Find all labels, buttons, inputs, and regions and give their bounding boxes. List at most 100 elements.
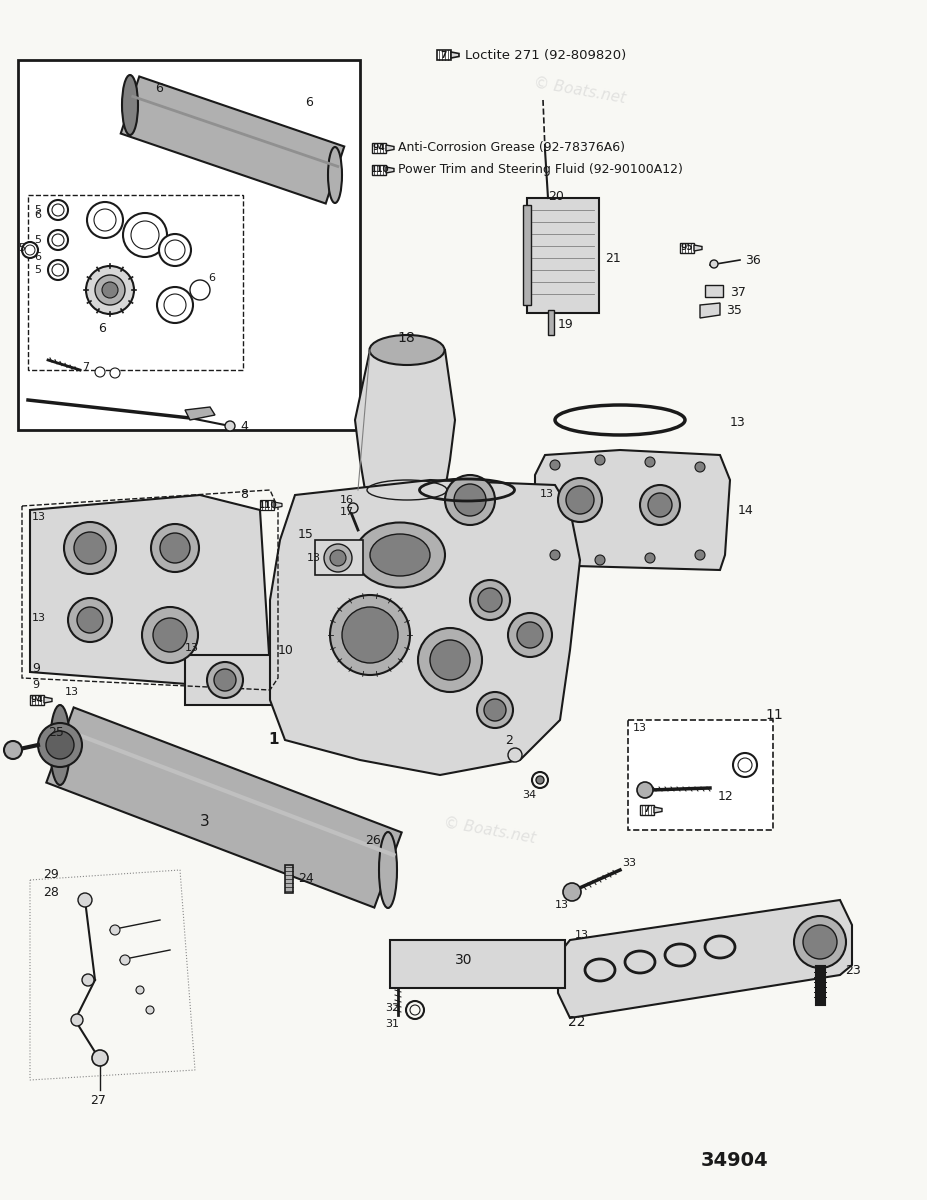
Circle shape	[157, 287, 193, 323]
Polygon shape	[44, 697, 52, 703]
Text: 110: 110	[370, 166, 388, 174]
Text: 30: 30	[455, 953, 473, 967]
Text: 25: 25	[48, 726, 64, 738]
Circle shape	[648, 493, 672, 517]
Bar	[437, 50, 451, 60]
Text: © Boats.net: © Boats.net	[118, 384, 212, 415]
Text: 12: 12	[718, 791, 734, 804]
Circle shape	[64, 522, 116, 574]
Text: 5: 5	[34, 205, 41, 215]
Circle shape	[470, 580, 510, 620]
Text: 9: 9	[32, 680, 39, 690]
Circle shape	[566, 486, 594, 514]
Circle shape	[142, 607, 198, 662]
Text: 19: 19	[558, 318, 574, 331]
Text: 17: 17	[340, 506, 354, 517]
Bar	[28, 194, 243, 370]
Bar	[372, 143, 386, 152]
Circle shape	[110, 925, 120, 935]
Ellipse shape	[370, 534, 430, 576]
Bar	[390, 940, 565, 988]
Bar	[527, 198, 599, 313]
Polygon shape	[451, 52, 459, 58]
Ellipse shape	[370, 335, 445, 365]
Text: 13: 13	[730, 416, 745, 430]
Polygon shape	[694, 245, 702, 251]
Circle shape	[95, 367, 105, 377]
Text: 9: 9	[32, 661, 40, 674]
Circle shape	[159, 234, 191, 266]
Text: 36: 36	[745, 254, 761, 268]
Text: 7: 7	[441, 50, 447, 60]
Text: 2: 2	[505, 733, 513, 746]
Circle shape	[87, 202, 123, 238]
Text: 37: 37	[730, 286, 746, 299]
Bar	[628, 720, 773, 830]
Ellipse shape	[355, 522, 445, 588]
Text: 94: 94	[373, 144, 386, 152]
Circle shape	[563, 883, 581, 901]
Text: 95: 95	[680, 244, 693, 252]
Text: 32: 32	[385, 1003, 400, 1013]
Polygon shape	[343, 490, 465, 510]
Circle shape	[330, 550, 346, 566]
Polygon shape	[386, 167, 394, 173]
Text: 13: 13	[32, 512, 46, 522]
Circle shape	[123, 214, 167, 257]
Circle shape	[550, 460, 560, 470]
Circle shape	[48, 200, 68, 220]
Text: 13: 13	[307, 553, 321, 563]
Ellipse shape	[122, 74, 138, 134]
Circle shape	[558, 478, 602, 522]
Bar	[30, 695, 44, 704]
Bar	[185, 655, 295, 704]
Text: 34: 34	[522, 790, 536, 800]
Ellipse shape	[50, 704, 70, 785]
Circle shape	[92, 1050, 108, 1066]
Text: 7: 7	[82, 362, 89, 372]
Polygon shape	[270, 480, 580, 775]
Text: © Boats.net: © Boats.net	[118, 624, 212, 655]
Circle shape	[348, 503, 358, 514]
Circle shape	[120, 955, 130, 965]
Text: 13: 13	[540, 490, 554, 499]
Polygon shape	[46, 708, 401, 907]
Circle shape	[4, 740, 22, 758]
Circle shape	[637, 782, 653, 798]
Text: 13: 13	[185, 643, 199, 653]
Polygon shape	[185, 407, 215, 420]
Text: © Boats.net: © Boats.net	[533, 74, 628, 106]
Text: 20: 20	[548, 190, 564, 203]
Bar	[18, 60, 360, 430]
Text: 5: 5	[18, 242, 25, 253]
Circle shape	[454, 484, 486, 516]
Bar	[705, 284, 723, 296]
Circle shape	[160, 533, 190, 563]
Circle shape	[146, 1006, 154, 1014]
Circle shape	[110, 368, 120, 378]
Circle shape	[74, 532, 106, 564]
Text: 6: 6	[155, 82, 163, 95]
Text: 31: 31	[385, 1019, 399, 1028]
Text: 15: 15	[298, 528, 314, 541]
Bar	[260, 500, 274, 510]
Circle shape	[645, 553, 655, 563]
Text: 33: 33	[622, 858, 636, 868]
Circle shape	[484, 698, 506, 721]
Text: 94: 94	[31, 696, 44, 704]
Polygon shape	[700, 302, 720, 318]
Text: 14: 14	[738, 504, 754, 516]
Circle shape	[46, 731, 74, 758]
Circle shape	[595, 554, 605, 565]
Circle shape	[478, 588, 502, 612]
Bar	[523, 205, 531, 305]
Circle shape	[508, 613, 552, 658]
Circle shape	[86, 266, 134, 314]
Bar	[548, 310, 554, 335]
Circle shape	[550, 550, 560, 560]
Text: 6: 6	[34, 210, 41, 220]
Text: 34904: 34904	[701, 1151, 768, 1170]
Circle shape	[151, 524, 199, 572]
Circle shape	[71, 1014, 83, 1026]
Text: 23: 23	[845, 964, 861, 977]
